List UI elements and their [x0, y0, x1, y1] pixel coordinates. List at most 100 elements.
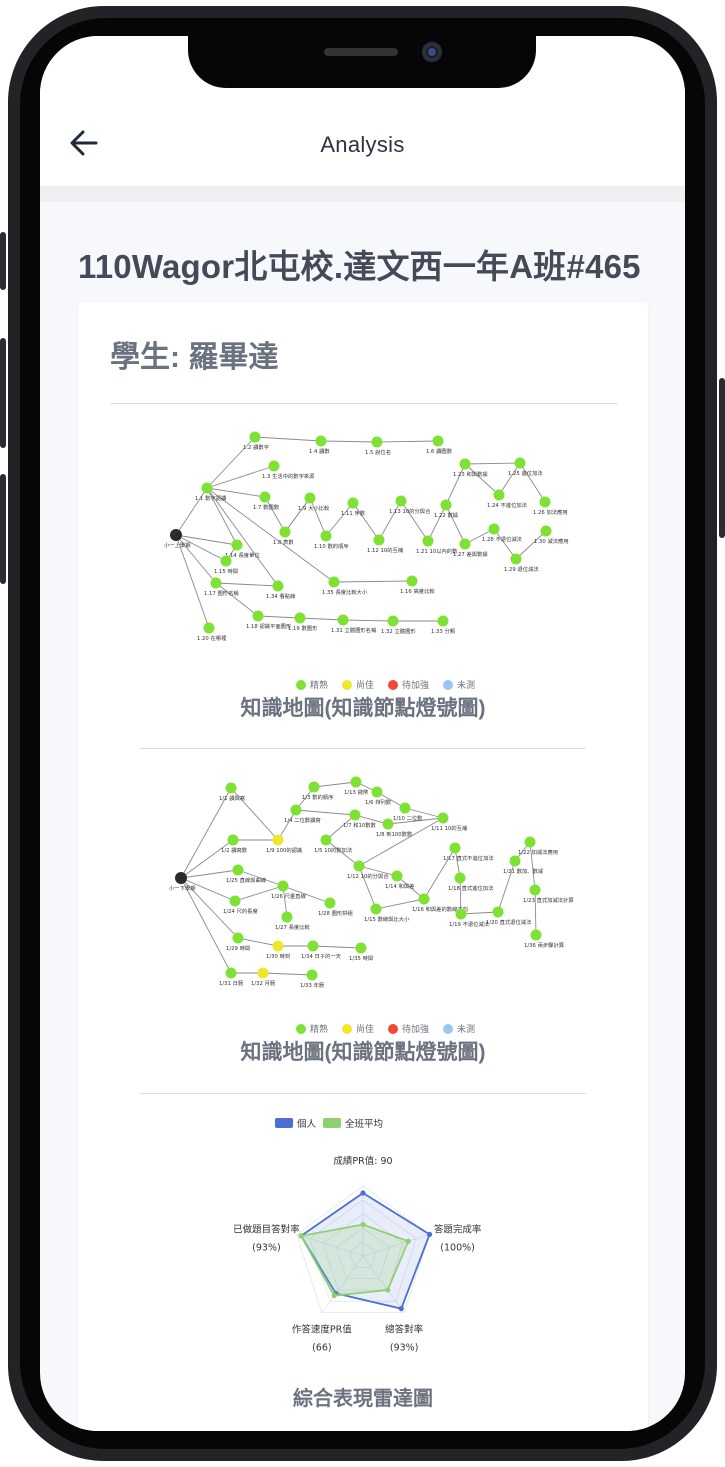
- map-node[interactable]: 1/17 直式不進位加法: [443, 842, 494, 863]
- map-node[interactable]: 1/15 數線與比大小: [364, 903, 410, 924]
- map-node[interactable]: 1.4 讀數: [309, 435, 330, 456]
- map-node[interactable]: 1/20 直式退位減法: [486, 906, 531, 927]
- map-node[interactable]: 1.10 數的順序: [314, 530, 349, 551]
- legend-swatch: [296, 1023, 306, 1034]
- node-marker: [406, 575, 418, 587]
- back-button[interactable]: [68, 128, 100, 158]
- node-label: 1.13 10的分與合: [389, 507, 431, 515]
- map-node[interactable]: 1.21 10以內的數: [416, 535, 458, 556]
- map-node[interactable]: 1/23 直式加減法計算: [523, 884, 574, 905]
- map-node[interactable]: 1.31 立體圖形名稱: [331, 614, 377, 635]
- map-node[interactable]: 1.22 數據: [434, 499, 459, 520]
- map-node[interactable]: 1.5 說位名: [365, 436, 391, 457]
- map-node[interactable]: 1.13 10的分與合: [389, 495, 431, 516]
- node-marker: [349, 809, 361, 821]
- map-node[interactable]: 1.15 時間: [214, 555, 238, 576]
- map-node[interactable]: 1.18 認識平面圖形: [246, 610, 292, 631]
- node-marker: [337, 614, 349, 626]
- map-node[interactable]: 1/25 直線與曲線: [226, 864, 267, 885]
- map-node[interactable]: 1/36 兩步驟計算: [524, 929, 565, 950]
- map-node[interactable]: 1.12 10的互補: [367, 534, 404, 555]
- node-marker: [540, 525, 552, 537]
- map-node[interactable]: 1/1 讀與寫: [219, 782, 245, 803]
- map-node[interactable]: 1/5 10的數加法: [314, 834, 352, 855]
- node-marker: [454, 872, 466, 884]
- map-node[interactable]: 1.8 表數: [273, 526, 294, 547]
- map-node[interactable]: 1.7 數圖數: [253, 491, 280, 512]
- map-node[interactable]: 小一上學期: [164, 529, 191, 549]
- map-node[interactable]: 1.35 長度比較大小: [322, 576, 368, 597]
- map-node[interactable]: 1/33 年曆: [300, 969, 325, 990]
- map-node[interactable]: 1/27 長度比較: [275, 911, 310, 932]
- node-marker: [290, 804, 302, 816]
- legend-label: 精熟: [310, 1024, 329, 1034]
- map-node[interactable]: 1/9 100的認識: [266, 834, 303, 855]
- map-node[interactable]: 1.34 看點線: [266, 580, 296, 601]
- map-node[interactable]: 1.1 數字認讀: [195, 482, 227, 503]
- map-node[interactable]: 1.28 不退位減法: [482, 523, 522, 544]
- map-node[interactable]: 小一下學期: [169, 872, 196, 892]
- map-node[interactable]: 1/12 10的分與合: [347, 860, 389, 881]
- node-label: 1/14 和與差: [385, 882, 414, 890]
- map-node[interactable]: 1/16 和與差的數線方向: [412, 893, 468, 914]
- map-node[interactable]: 1/24 尺的長度: [223, 895, 258, 916]
- app-bar-divider: [40, 186, 685, 202]
- map-node[interactable]: 1/10 二位數: [393, 802, 423, 823]
- arrow-left-icon: [70, 130, 98, 156]
- map-node[interactable]: 1/19 不退位減法: [449, 908, 489, 929]
- map-node[interactable]: 1/3 數的順序: [302, 781, 334, 802]
- node-label: 1.32 立體圖形: [381, 627, 416, 635]
- map-node[interactable]: 1.30 減法應用: [534, 525, 569, 546]
- map-node[interactable]: 1.23 和與數據: [453, 458, 488, 479]
- node-marker: [203, 622, 215, 634]
- map-node[interactable]: 1/31 日曆: [219, 967, 244, 988]
- map-node[interactable]: 1/34 日子的一天: [301, 940, 342, 961]
- map-node[interactable]: 1.20 在哪裡: [197, 622, 227, 643]
- node-label: 1/35 時間: [349, 955, 373, 962]
- map-edge: [493, 528, 517, 560]
- notch: [188, 32, 536, 88]
- map-node[interactable]: 1/29 時間: [226, 932, 250, 953]
- map-node[interactable]: 1/30 時刻: [266, 940, 290, 961]
- map-node[interactable]: 1/26 尺量直線: [271, 880, 306, 901]
- map-node[interactable]: 1.9 大小比較: [298, 492, 330, 513]
- map-node[interactable]: 1.14 長度單位: [225, 539, 260, 560]
- map-node[interactable]: 1.25 進位加法: [508, 457, 543, 478]
- map-edge: [396, 875, 425, 900]
- map-node[interactable]: 1/28 圖形拼組: [318, 897, 353, 918]
- map-node[interactable]: 1.3 生活中的數字來源: [262, 460, 315, 481]
- node-marker: [279, 526, 291, 538]
- map-node[interactable]: 1.27 差與數據: [453, 538, 488, 559]
- map-node[interactable]: 1/4 二位數讀寫: [284, 804, 321, 825]
- node-label: 1.28 不退位減法: [482, 535, 522, 543]
- map-node[interactable]: 1.29 退位減法: [504, 553, 539, 574]
- map-node[interactable]: 1.19 數圖形: [288, 612, 318, 633]
- map-node[interactable]: 1/7 和10數數: [343, 809, 377, 830]
- map-node[interactable]: 1/32 月曆: [251, 967, 276, 988]
- map-node[interactable]: 1/13 錢幣: [344, 776, 369, 797]
- legend-swatch: [342, 679, 353, 690]
- map-node[interactable]: 1/11 10的互補: [431, 812, 468, 833]
- node-label: 1/10 二位數: [393, 814, 423, 822]
- map-node[interactable]: 1.17 圖形名稱: [204, 577, 239, 598]
- map-node[interactable]: 1/22 加減法應用: [518, 836, 558, 857]
- map-node[interactable]: 1.6 讀圖數: [426, 435, 453, 456]
- map-node[interactable]: 1.11 序數: [341, 497, 366, 518]
- map-node[interactable]: 1/6 排列數: [365, 786, 392, 807]
- node-marker: [268, 460, 280, 472]
- map-edge: [427, 504, 447, 542]
- map-node[interactable]: 1.2 讀數字: [243, 431, 269, 452]
- radar-axis-name: 已做題目答對率: [233, 1223, 300, 1235]
- map-node[interactable]: 1/14 和與差: [385, 870, 414, 891]
- map-node[interactable]: 1.32 立體圖形: [381, 615, 416, 636]
- map-node[interactable]: 1.16 高度比較: [400, 575, 435, 596]
- map-node[interactable]: 1.24 不進位加法: [487, 489, 527, 510]
- map-node[interactable]: 1/35 時間: [349, 942, 373, 963]
- map-node[interactable]: 1.26 加法應用: [533, 496, 568, 517]
- map-node[interactable]: 1/18 直式進位加法: [448, 872, 493, 893]
- map-node[interactable]: 1/21 數加、數減: [503, 855, 544, 876]
- map-node[interactable]: 1/8 到100數數: [376, 818, 413, 839]
- map-node[interactable]: 1.33 分類: [431, 615, 456, 636]
- map-node[interactable]: 1/2 讀寫數: [221, 834, 248, 855]
